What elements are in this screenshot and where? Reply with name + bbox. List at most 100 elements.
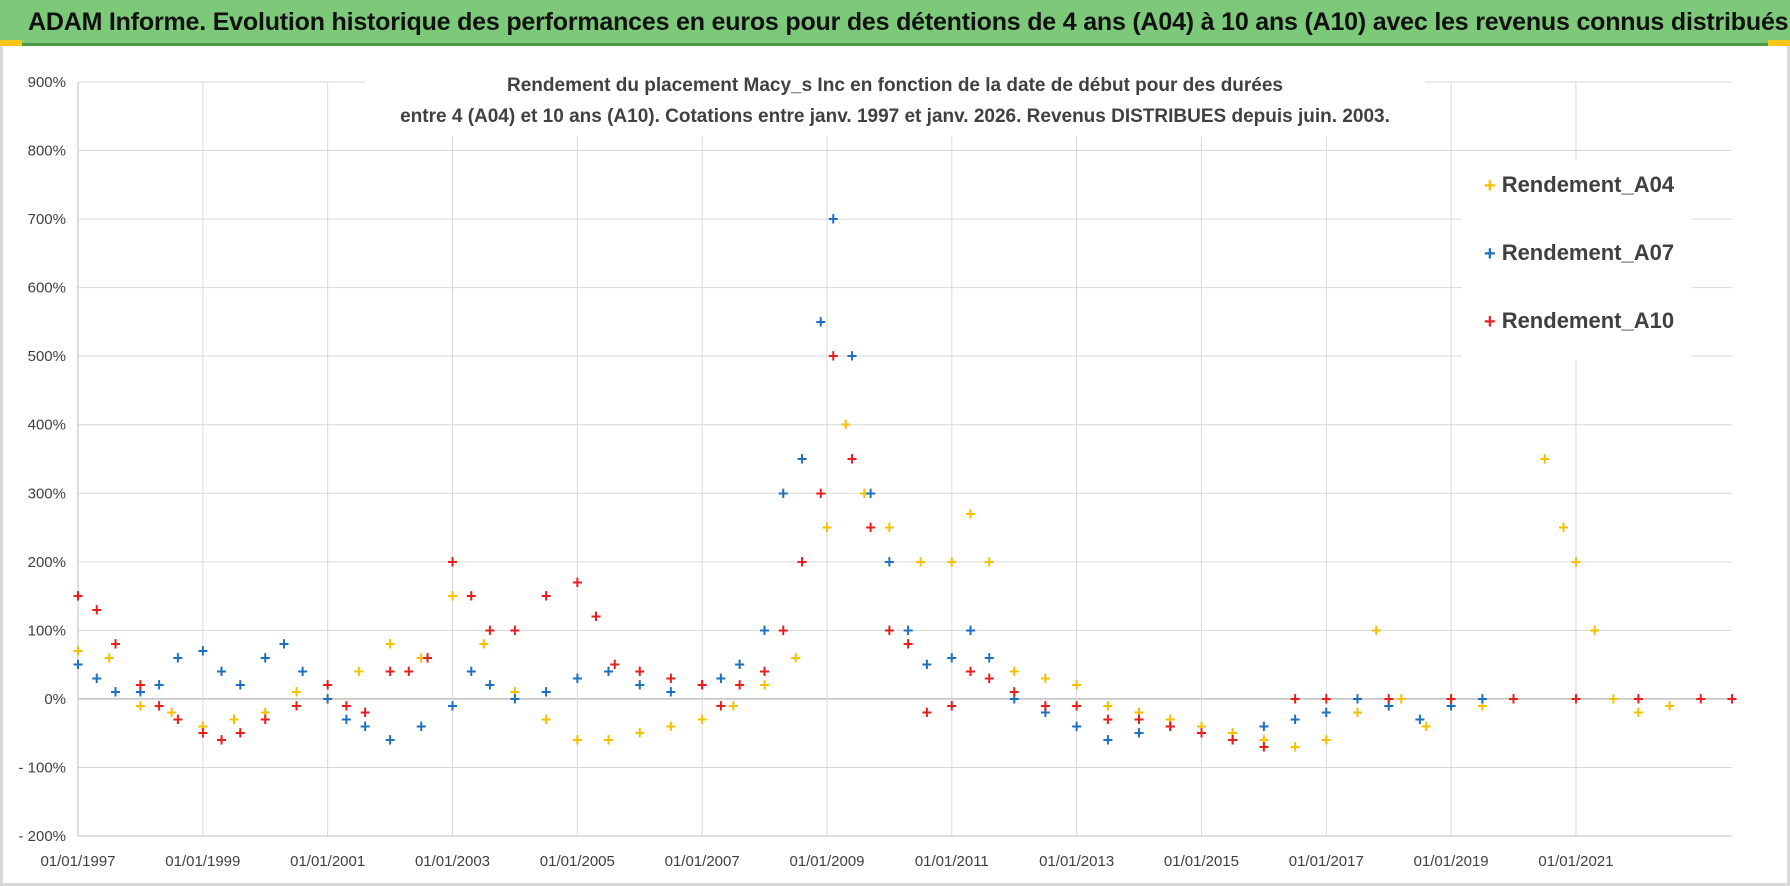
point-a10: + (965, 661, 976, 681)
point-a04: + (884, 518, 895, 538)
point-a04: + (859, 483, 870, 503)
point-a07: + (716, 668, 727, 688)
point-a10: + (1571, 689, 1582, 709)
point-a10: + (1508, 689, 1519, 709)
legend-marker-icon: + (1484, 311, 1496, 333)
point-a10: + (322, 675, 333, 695)
point-a04: + (1259, 730, 1270, 750)
point-a04: + (1421, 716, 1432, 736)
point-a04: + (1040, 668, 1051, 688)
point-a10: + (260, 709, 271, 729)
legend-item-a04: + Rendement_A04 (1484, 172, 1674, 198)
point-a04: + (1571, 552, 1582, 572)
point-a04: + (1396, 689, 1407, 709)
point-a07: + (260, 648, 271, 668)
point-a07: + (734, 655, 745, 675)
point-a10: + (716, 696, 727, 716)
point-a07: + (1071, 716, 1082, 736)
point-a07: + (135, 682, 146, 702)
legend-label-a07: Rendement_A07 (1501, 240, 1675, 265)
point-a07: + (110, 682, 121, 702)
point-a04: + (984, 552, 995, 572)
point-a07: + (447, 696, 458, 716)
point-a04: + (1558, 518, 1569, 538)
point-a04: + (791, 648, 802, 668)
point-a07: + (485, 675, 496, 695)
point-a10: + (91, 600, 102, 620)
point-a04: + (73, 641, 84, 661)
legend-label-a10: Rendement_A10 (1501, 308, 1675, 333)
point-a04: + (634, 723, 645, 743)
legend-label-a04: Rendement_A04 (1501, 172, 1675, 197)
x-tick-label: 01/01/2009 (789, 853, 864, 870)
point-a10: + (135, 675, 146, 695)
point-a04: + (1352, 703, 1363, 723)
point-a10: + (1383, 689, 1394, 709)
x-tick-label: 01/01/2013 (1039, 853, 1114, 870)
point-a04: + (135, 696, 146, 716)
x-tick-label: 01/01/2007 (665, 853, 740, 870)
point-a04: + (1321, 730, 1332, 750)
point-a04: + (1103, 696, 1114, 716)
point-a10: + (1727, 689, 1738, 709)
point-a07: + (360, 716, 371, 736)
point-a10: + (903, 634, 914, 654)
y-tick-label: 900% (28, 74, 66, 91)
point-a07: + (1321, 703, 1332, 723)
point-a04: + (1539, 449, 1550, 469)
point-a04: + (385, 634, 396, 654)
point-a10: + (110, 634, 121, 654)
x-tick-label: 01/01/2021 (1538, 853, 1613, 870)
point-a10: + (1633, 689, 1644, 709)
point-a04: + (1508, 689, 1519, 709)
point-a10: + (610, 655, 621, 675)
point-a07: + (1446, 696, 1457, 716)
point-a04: + (291, 682, 302, 702)
point-a07: + (1415, 709, 1426, 729)
point-a07: + (341, 709, 352, 729)
point-a10: + (291, 696, 302, 716)
chart-title-bg (365, 76, 1425, 136)
point-a04: + (1196, 716, 1207, 736)
y-tick-label: - 100% (18, 759, 66, 776)
point-a07: + (541, 682, 552, 702)
point-a10: + (1071, 696, 1082, 716)
x-tick-label: 01/01/1999 (165, 853, 240, 870)
chart-legend: + Rendement_A04 + Rendement_A07 + Rendement… (1462, 160, 1692, 360)
point-a10: + (198, 723, 209, 743)
point-a10: + (422, 648, 433, 668)
point-a10: + (1009, 682, 1020, 702)
point-a04: + (947, 552, 958, 572)
point-a10: + (1259, 737, 1270, 757)
banner-corner-left (0, 40, 22, 46)
point-a07: + (666, 682, 677, 702)
point-a04: + (1227, 723, 1238, 743)
y-tick-label: 300% (28, 485, 66, 502)
point-a07: + (965, 620, 976, 640)
point-a10: + (466, 586, 477, 606)
point-a04: + (1446, 689, 1457, 709)
y-tick-label: 700% (28, 211, 66, 228)
point-a07: + (416, 716, 427, 736)
point-a10: + (797, 552, 808, 572)
point-a10: + (591, 607, 602, 627)
point-a04: + (447, 586, 458, 606)
point-a04: + (166, 703, 177, 723)
point-a04: + (1664, 696, 1675, 716)
point-a10: + (1040, 696, 1051, 716)
point-a07: + (154, 675, 165, 695)
point-a10: + (697, 675, 708, 695)
point-a10: + (1321, 689, 1332, 709)
point-a10: + (1134, 709, 1145, 729)
point-a10: + (1290, 689, 1301, 709)
point-a07: + (572, 668, 583, 688)
point-a07: + (697, 675, 708, 695)
point-a10: + (847, 449, 858, 469)
point-a04: + (1477, 696, 1488, 716)
point-a10: + (341, 696, 352, 716)
point-a04: + (198, 716, 209, 736)
point-a10: + (385, 661, 396, 681)
point-a04: + (840, 415, 851, 435)
point-a07: + (279, 634, 290, 654)
point-a04: + (354, 661, 365, 681)
